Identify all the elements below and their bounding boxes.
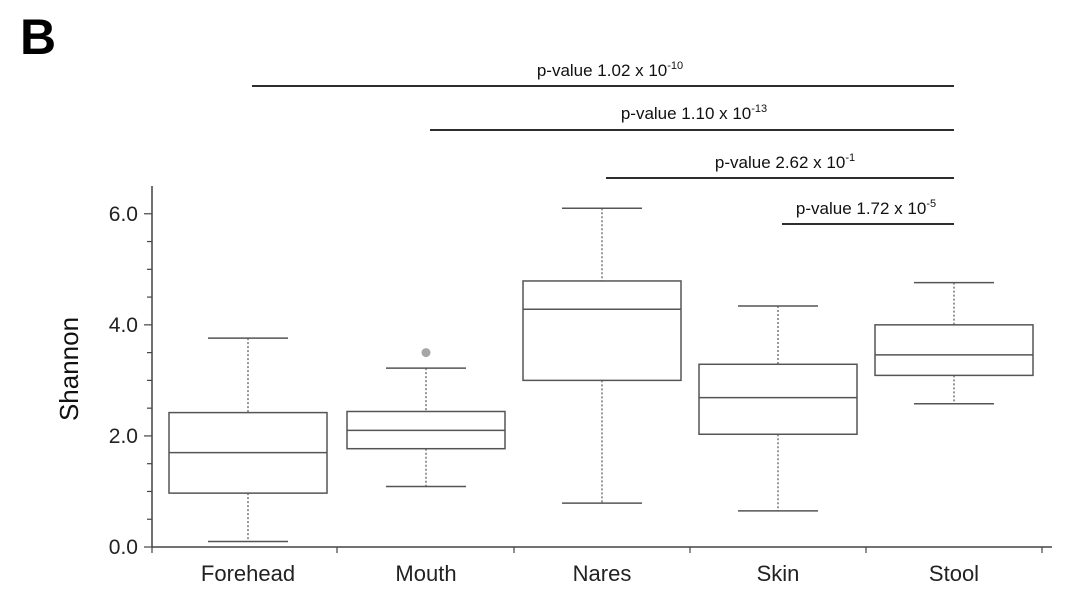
axes: 0.0 2.0 4.0 6.0 Forehead Mouth Nares Skin Stool	[109, 186, 1052, 586]
box-nares	[522, 207, 682, 504]
p-value-text: p-value 2.62 x 10	[715, 153, 845, 172]
p-value-text: p-value 1.72 x 10	[796, 199, 926, 218]
box-forehead	[168, 337, 328, 543]
x-category-label: Stool	[929, 561, 979, 586]
p-value-exponent: -13	[751, 103, 767, 115]
y-axis-label: Shannon	[54, 317, 84, 421]
x-category-label: Skin	[757, 561, 800, 586]
comparison-nares-stool: p-value 2.62 x 10-1	[606, 152, 954, 179]
iqr-box	[698, 363, 858, 436]
x-category-label: Nares	[573, 561, 632, 586]
box-stool	[874, 281, 1034, 405]
p-value-label: p-value 1.10 x 10-13	[621, 103, 767, 123]
y-tick-label: 6.0	[109, 203, 138, 226]
panel-label: B	[20, 9, 57, 65]
outlier-point	[421, 348, 431, 358]
p-value-label: p-value 2.62 x 10-1	[715, 152, 855, 172]
y-tick-label: 0.0	[109, 536, 138, 559]
box-mouth	[346, 348, 506, 488]
p-value-exponent: -5	[926, 198, 936, 210]
comparison-skin-stool: p-value 1.72 x 10-5	[782, 198, 954, 225]
p-value-label: p-value 1.02 x 10-10	[537, 60, 683, 80]
box-skin	[698, 305, 858, 512]
x-category-label: Forehead	[201, 561, 295, 586]
p-value-text: p-value 1.02 x 10	[537, 61, 667, 80]
x-category-label: Mouth	[395, 561, 456, 586]
p-value-text: p-value 1.10 x 10	[621, 104, 751, 123]
y-tick-label: 2.0	[109, 425, 138, 448]
significance-brackets: p-value 1.02 x 10-10 p-value 1.10 x 10-13…	[252, 60, 954, 225]
iqr-box	[874, 324, 1034, 377]
comparison-mouth-stool: p-value 1.10 x 10-13	[430, 103, 954, 131]
p-value-exponent: -10	[667, 60, 683, 72]
boxes	[168, 207, 1034, 543]
iqr-box	[522, 280, 682, 382]
comparison-forehead-stool: p-value 1.02 x 10-10	[252, 60, 954, 87]
p-value-label: p-value 1.72 x 10-5	[796, 198, 936, 218]
y-tick-label: 4.0	[109, 314, 138, 337]
p-value-exponent: -1	[845, 152, 855, 164]
